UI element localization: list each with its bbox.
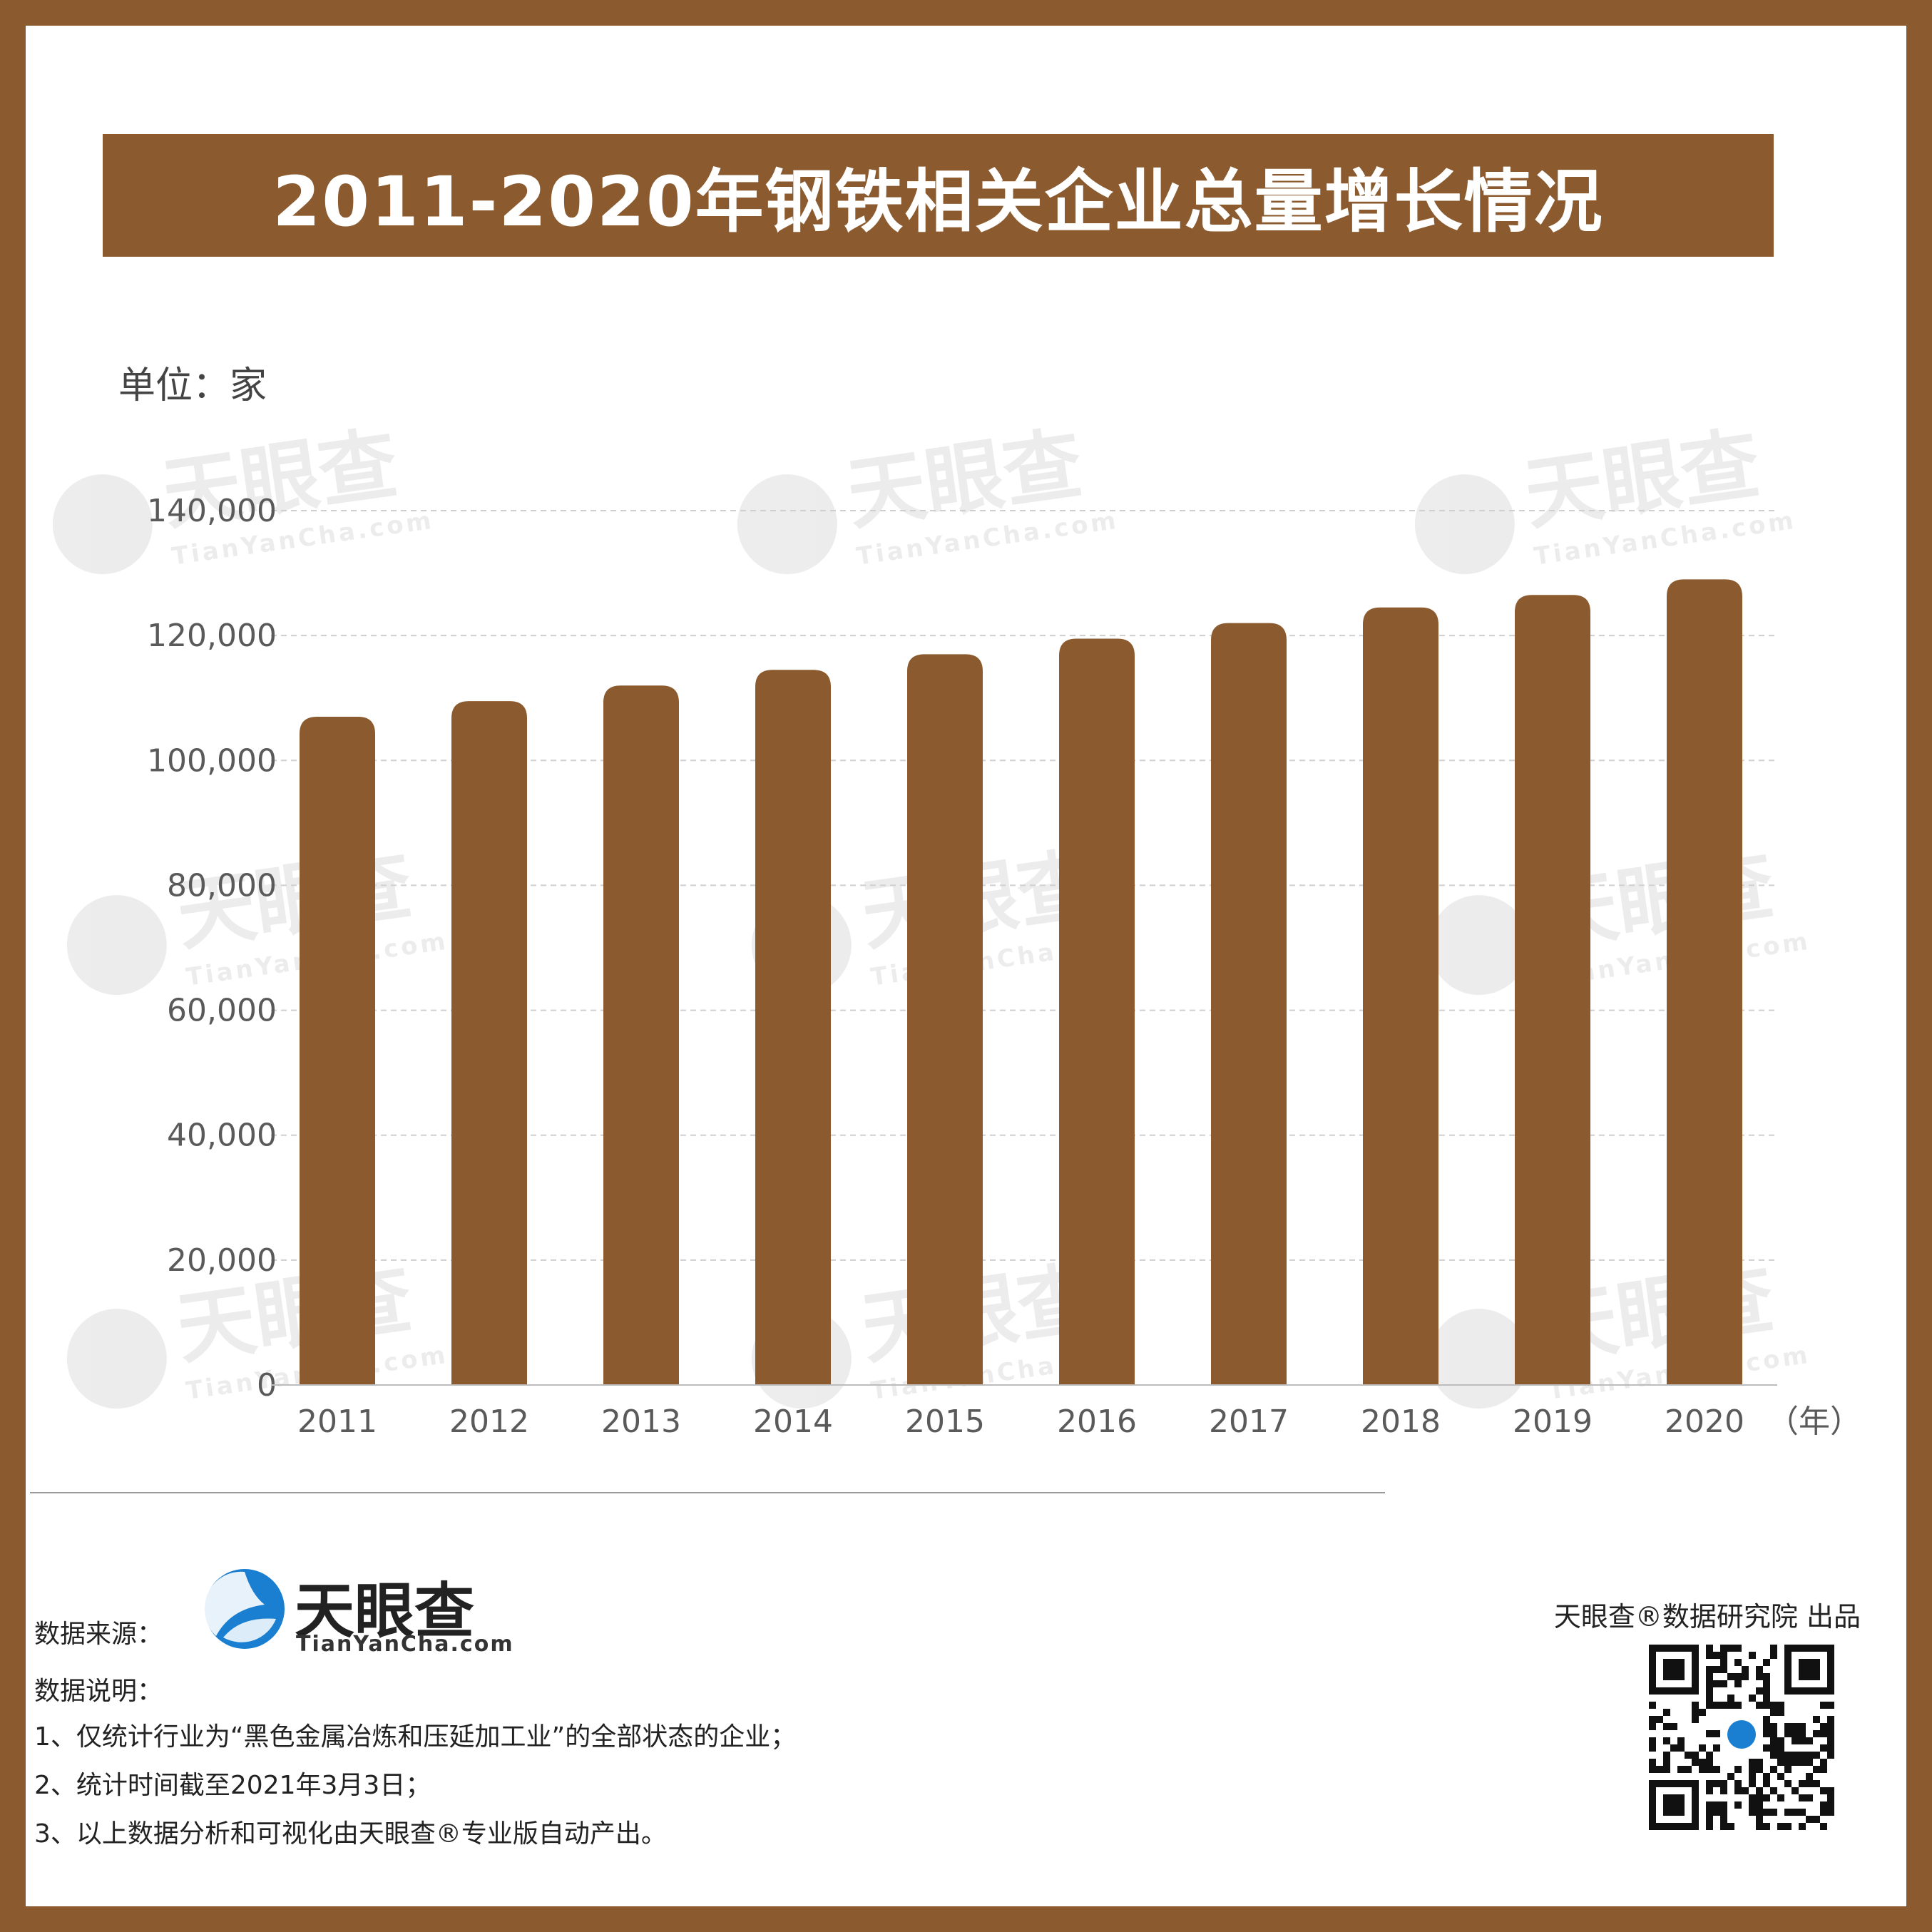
logo-url: TianYanCha.com xyxy=(296,1632,514,1657)
x-tick-label: 2019 xyxy=(1513,1404,1593,1440)
producer-credit: 天眼查®数据研究院 出品 xyxy=(1553,1601,1861,1632)
bars xyxy=(300,579,1742,1385)
bar-2011 xyxy=(300,716,375,1385)
bar-2012 xyxy=(451,701,527,1385)
note-3: 3、以上数据分析和可视化由天眼查®专业版自动产出。 xyxy=(34,1819,667,1849)
watermark-logo-icon xyxy=(66,1309,167,1409)
x-tick-label: 2012 xyxy=(449,1404,529,1440)
x-tick-label: 2013 xyxy=(601,1404,681,1440)
bar-2014 xyxy=(755,670,831,1385)
qr-code xyxy=(1649,1645,1834,1830)
watermark-logo-icon xyxy=(1428,895,1529,996)
logo-name: 天眼查 xyxy=(295,1576,475,1646)
x-tick-label: 2011 xyxy=(297,1404,377,1440)
bar-2019 xyxy=(1515,595,1590,1385)
watermark-logo-icon xyxy=(52,474,153,575)
y-tick-label: 140,000 xyxy=(147,493,277,529)
watermark-logo-icon xyxy=(66,895,167,996)
bar-2015 xyxy=(907,654,983,1385)
chart-title: 2011-2020年钢铁相关企业总量增长情况 xyxy=(272,161,1604,242)
x-tick-label: 2020 xyxy=(1665,1404,1744,1440)
notes-title: 数据说明： xyxy=(34,1677,163,1706)
x-tick-label: 2018 xyxy=(1361,1404,1441,1440)
y-tick-label: 100,000 xyxy=(147,742,277,779)
y-tick-label: 120,000 xyxy=(147,618,277,654)
y-tick-label: 20,000 xyxy=(167,1242,277,1279)
x-tick-label: 2017 xyxy=(1209,1404,1289,1440)
bar-2020 xyxy=(1667,579,1742,1385)
note-1: 1、仅统计行业为“黑色金属冶炼和压延加工业”的全部状态的企业； xyxy=(34,1722,797,1752)
x-tick-label: 2016 xyxy=(1057,1404,1137,1440)
bar-2016 xyxy=(1059,638,1135,1385)
tianyancha-logo: 天眼查 TianYanCha.com xyxy=(202,1563,516,1657)
x-axis-unit: （年） xyxy=(1767,1404,1861,1440)
watermark-logo-icon xyxy=(737,474,837,575)
bar-2017 xyxy=(1211,623,1287,1385)
logo-icon xyxy=(204,1569,285,1649)
unit-label: 单位：家 xyxy=(118,364,267,407)
y-tick-label: 40,000 xyxy=(167,1118,277,1154)
title-band: 2011-2020年钢铁相关企业总量增长情况 xyxy=(103,134,1774,257)
y-tick-label: 60,000 xyxy=(167,993,277,1029)
source-label: 数据来源： xyxy=(34,1620,163,1649)
bar-2013 xyxy=(603,685,679,1385)
x-tick-label: 2015 xyxy=(905,1404,985,1440)
y-tick-label: 80,000 xyxy=(167,867,277,904)
y-tick-labels: 020,00040,00060,00080,000100,000120,0001… xyxy=(147,493,277,1404)
watermark-logo-icon xyxy=(1428,1309,1529,1409)
footer-divider xyxy=(30,1492,1385,1493)
bar-2018 xyxy=(1363,607,1438,1385)
x-tick-label: 2014 xyxy=(753,1404,833,1440)
note-2: 2、统计时间截至2021年3月3日； xyxy=(34,1771,431,1800)
watermark-logo-icon xyxy=(1414,474,1515,575)
x-tick-labels: 2011 2012 2013 2014 2015 2016 2017 2018 2019 2020 xyxy=(297,1404,1744,1440)
